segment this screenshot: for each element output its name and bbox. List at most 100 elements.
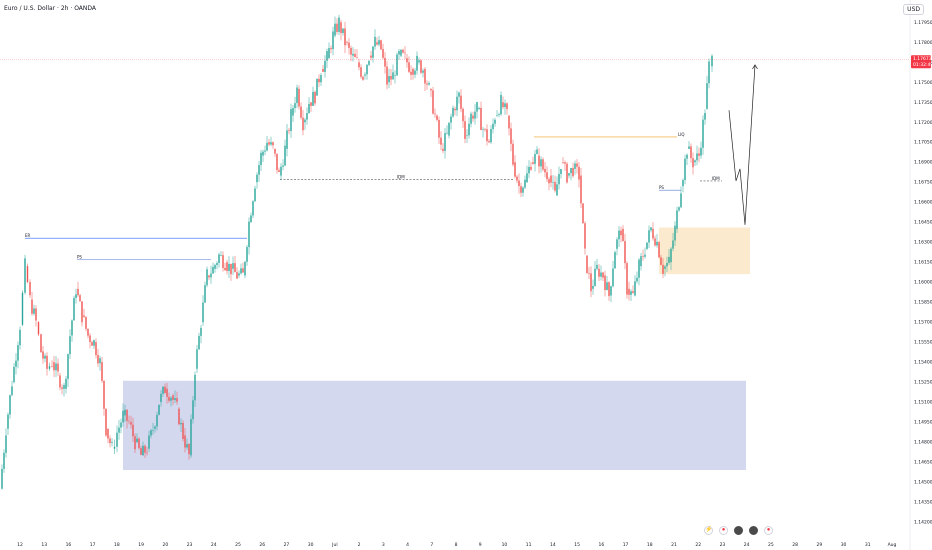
candle-body <box>296 87 298 104</box>
candle-body <box>582 203 584 224</box>
candle-body <box>364 74 366 76</box>
candle-body <box>65 378 67 389</box>
candle-body <box>598 268 600 277</box>
candle-body <box>7 414 9 429</box>
candle-body <box>59 375 61 388</box>
candle-body <box>408 62 410 72</box>
candle-body <box>442 148 444 151</box>
candle-body <box>708 61 710 84</box>
y-tick-label: 1.16600 <box>914 200 932 206</box>
candle-body <box>290 109 292 132</box>
candle-body <box>29 282 31 296</box>
candle-body <box>678 207 680 211</box>
candle-body <box>646 242 648 249</box>
x-tick-label: 26 <box>259 542 265 548</box>
candle-body <box>494 119 496 124</box>
candle-body <box>140 448 142 455</box>
candle-body <box>240 268 242 274</box>
candle-body <box>698 153 700 156</box>
candle-body <box>394 75 396 77</box>
candle-body <box>578 166 580 180</box>
candle-body <box>124 409 126 416</box>
candle-body <box>590 273 592 292</box>
candle-body <box>648 230 650 243</box>
demand-zone-large <box>123 380 746 471</box>
currency-button[interactable]: USD <box>903 4 924 15</box>
candle-body <box>600 272 602 277</box>
candle-body <box>474 111 476 119</box>
candle-body <box>208 275 210 278</box>
candle-body <box>418 60 420 63</box>
candle-body <box>292 108 294 116</box>
flag-eu-icon-2[interactable] <box>749 526 758 535</box>
candle-body <box>196 349 198 369</box>
candle-body <box>406 58 408 63</box>
candle-body <box>448 122 450 136</box>
candle-body <box>288 130 290 132</box>
y-tick-label: 1.14500 <box>914 480 932 486</box>
candle-body <box>138 438 140 449</box>
current-price-badge <box>911 55 931 69</box>
candle-body <box>178 408 180 425</box>
candle-body <box>512 143 514 165</box>
candle-body <box>122 410 124 423</box>
candle-body <box>688 146 690 149</box>
candle-body <box>230 263 232 275</box>
candle-body <box>340 22 342 33</box>
candle-body <box>206 269 208 286</box>
candle-body <box>516 176 518 181</box>
y-tick-label: 1.17800 <box>914 40 932 46</box>
flag-us-icon[interactable]: ● <box>719 526 728 535</box>
y-tick-label: 1.16150 <box>914 260 932 266</box>
flag-eu-icon[interactable] <box>734 526 743 535</box>
candle-body <box>146 452 148 454</box>
candle-body <box>336 23 338 32</box>
flag-us-icon-2[interactable]: ● <box>764 526 773 535</box>
candle-body <box>152 430 154 431</box>
y-tick-label: 1.15550 <box>914 340 932 346</box>
candle-body <box>468 123 470 136</box>
candle-body <box>694 160 696 163</box>
candle-body <box>158 404 160 415</box>
x-tick-label: 10 <box>502 542 508 548</box>
candle-body <box>142 445 144 456</box>
candle-body <box>270 142 272 145</box>
demand-zone-small <box>659 227 750 275</box>
candle-body <box>132 424 134 437</box>
candle-body <box>570 167 572 174</box>
y-tick-label: 1.17500 <box>914 80 932 86</box>
candle-body <box>53 362 55 371</box>
y-tick-label: 1.17200 <box>914 120 932 126</box>
candle-body <box>376 42 378 45</box>
candle-body <box>282 165 284 167</box>
candle-body <box>250 215 252 223</box>
candle-body <box>640 256 642 267</box>
candle-body <box>304 119 306 123</box>
x-tick-label: 22 <box>695 542 701 548</box>
x-tick-label: 12 <box>17 542 23 548</box>
levels-layer: ER PS IDM LIQ IDM PS <box>25 132 722 260</box>
candle-body <box>48 366 51 369</box>
flash-icon[interactable]: ⚡ <box>704 526 713 535</box>
x-tick-label: 4 <box>406 542 409 548</box>
candle-body <box>706 83 708 109</box>
candle-body <box>508 115 510 129</box>
candle-body <box>120 422 122 428</box>
candle-body <box>190 419 192 456</box>
y-tick-label: 1.14350 <box>914 500 932 506</box>
candle-body <box>99 358 101 364</box>
candle-body <box>266 142 268 151</box>
candle-body <box>244 261 246 276</box>
time-axis[interactable]: 12 13 16 17 18 19 20 23 24 25 26 27 30 Jul 2 3 4 7 8 9 10 11 1… <box>17 542 896 548</box>
candle-body <box>478 108 480 109</box>
x-tick-label: 24 <box>744 542 750 548</box>
candle-body <box>44 355 46 359</box>
candle-body <box>326 51 328 61</box>
current-price-value: 1.17673 <box>913 56 932 62</box>
candle-body <box>67 354 69 379</box>
y-tick-label: 1.17950 <box>914 20 932 26</box>
y-tick-label: 1.16300 <box>914 240 932 246</box>
candle-body <box>194 374 196 401</box>
level-ps-right-label: PS <box>659 185 664 190</box>
